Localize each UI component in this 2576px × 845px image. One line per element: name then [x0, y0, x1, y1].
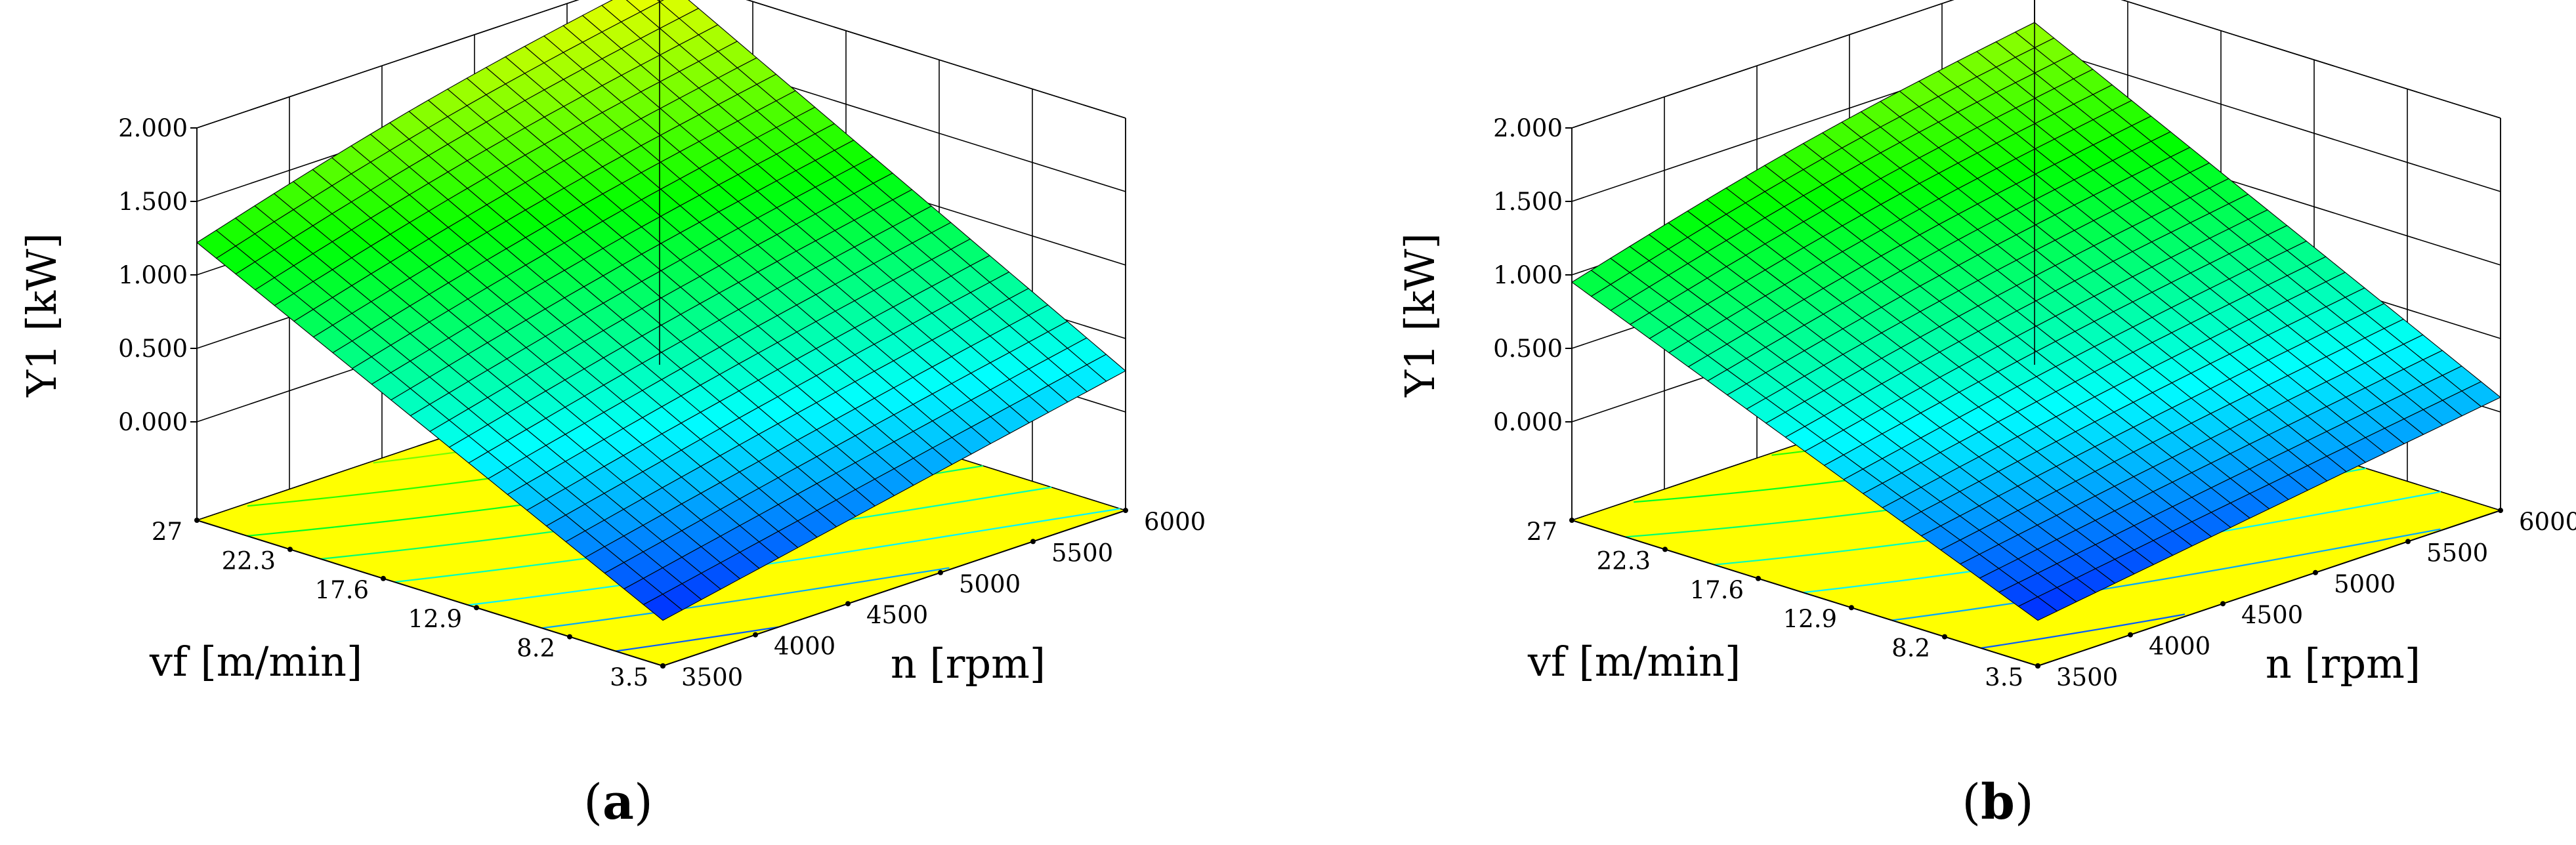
- z-tick-label: 2.000: [118, 114, 188, 142]
- y-tick-mark: [1849, 605, 1854, 611]
- y-tick-label: 22.3: [1597, 546, 1651, 575]
- x-tick-mark: [2405, 539, 2411, 545]
- x-tick-label: 4000: [774, 632, 835, 661]
- y-tick-mark: [1756, 575, 1761, 581]
- response-surface: [1571, 22, 2502, 621]
- surface-plot-a: 3500 4000 4500 5000 5500 6000 3.5 8.2 12.9 17.6 22…: [18, 0, 1206, 691]
- surface-cell: [2017, 596, 2058, 621]
- x-tick-label: 4500: [2241, 601, 2303, 629]
- x-axis-title: n [rpm]: [2266, 640, 2420, 688]
- y-tick-label: 12.9: [1783, 605, 1837, 633]
- z-axis-title: Y1 [kW]: [18, 233, 66, 398]
- x-tick-label: 6000: [2519, 508, 2576, 536]
- x-axis-line: [662, 510, 1126, 667]
- x-tick-label: 4000: [2149, 632, 2210, 661]
- x-axis-line: [2037, 510, 2501, 667]
- response-surface: [196, 0, 1126, 621]
- x-tick-mark: [2220, 601, 2226, 607]
- z-tick-label: 0.000: [1493, 408, 1563, 436]
- x-tick-label: 4500: [866, 601, 928, 629]
- x-tick-label: 3500: [2056, 663, 2118, 691]
- y-tick-mark: [381, 575, 386, 581]
- z-tick-label: 1.000: [118, 261, 188, 289]
- y-tick-label: 8.2: [517, 634, 555, 663]
- contour-line: [615, 626, 779, 652]
- z-tick-label: 0.500: [1493, 335, 1563, 363]
- y-tick-label: 3.5: [1985, 663, 2023, 691]
- surface-plot-b: 3500 4000 4500 5000 5500 6000 3.5 8.2 12.9 17.6 22…: [1396, 0, 2576, 691]
- y-tick-mark: [1569, 518, 1574, 523]
- axes: 3500 4000 4500 5000 5500 6000 3.5 8.2 12.9 17.6 22…: [1493, 0, 2576, 691]
- contour-line: [541, 567, 950, 629]
- panel-label-a: (a): [583, 774, 653, 831]
- y-tick-label: 22.3: [222, 546, 276, 575]
- y-tick-label: 3.5: [610, 663, 648, 691]
- y-tick-mark: [474, 605, 479, 611]
- x-tick-mark: [1123, 508, 1128, 513]
- surface-cell: [643, 594, 683, 621]
- contour-line: [468, 508, 1120, 606]
- y-tick-label: 27: [152, 518, 182, 546]
- x-tick-mark: [845, 601, 851, 607]
- z-tick-label: 2.000: [1493, 114, 1563, 142]
- x-tick-label: 6000: [1144, 508, 1206, 536]
- x-axis-title: n [rpm]: [891, 640, 1045, 688]
- y-tick-label: 12.9: [408, 605, 462, 633]
- panel-label-b: (b): [1962, 774, 2034, 831]
- y-tick-mark: [660, 663, 665, 669]
- z-tick-label: 1.500: [118, 188, 188, 216]
- z-tick-label: 1.000: [1493, 261, 1563, 289]
- y-axis-line: [1571, 520, 2038, 667]
- y-tick-label: 27: [1527, 518, 1557, 546]
- z-tick-label: 1.500: [1493, 188, 1563, 216]
- y-axis-title: vf [m/min]: [1527, 638, 1741, 686]
- z-tick-label: 0.000: [118, 408, 188, 436]
- y-tick-mark: [287, 546, 293, 552]
- contour-line: [1891, 528, 2441, 621]
- contour-line: [1981, 613, 2185, 649]
- grid-line: [196, 0, 1126, 129]
- y-tick-mark: [194, 518, 200, 523]
- y-tick-label: 17.6: [1690, 576, 1744, 604]
- y-tick-mark: [567, 634, 572, 640]
- y-axis-line: [196, 520, 664, 667]
- y-axis-title: vf [m/min]: [149, 638, 362, 686]
- x-tick-mark: [753, 632, 758, 638]
- y-tick-label: 8.2: [1891, 634, 1930, 663]
- y-tick-mark: [2035, 663, 2040, 669]
- x-tick-label: 3500: [681, 663, 743, 691]
- x-tick-label: 5000: [959, 570, 1021, 598]
- y-tick-mark: [1662, 546, 1668, 552]
- x-tick-mark: [2498, 508, 2503, 513]
- x-tick-label: 5500: [1051, 539, 1113, 567]
- grid-line: [1571, 0, 2501, 129]
- x-tick-mark: [2128, 632, 2133, 638]
- z-axis-title: Y1 [kW]: [1396, 233, 1444, 398]
- x-tick-mark: [2313, 569, 2318, 575]
- x-tick-label: 5500: [2426, 539, 2488, 567]
- z-tick-label: 0.500: [118, 335, 188, 363]
- y-tick-label: 17.6: [315, 576, 369, 604]
- y-tick-mark: [1942, 634, 1947, 640]
- x-tick-label: 5000: [2334, 570, 2396, 598]
- x-tick-mark: [938, 569, 943, 575]
- axes: 3500 4000 4500 5000 5500 6000 3.5 8.2 12.9 17.6 22…: [118, 0, 1206, 691]
- x-tick-mark: [1030, 539, 1036, 545]
